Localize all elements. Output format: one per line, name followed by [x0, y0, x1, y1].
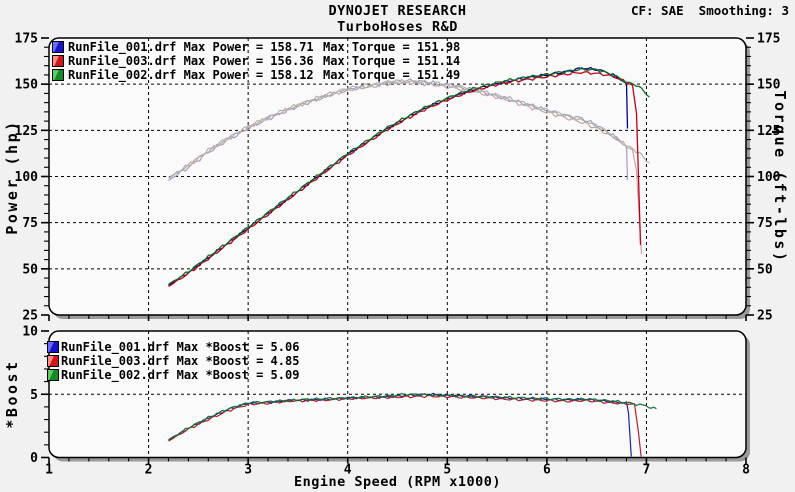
y-axis-tick-label: 150 [15, 78, 39, 93]
x-axis-tick-label: 8 [742, 463, 750, 478]
power-axis-title: Power (hp) [3, 119, 21, 235]
run001-color-swatch [47, 341, 59, 353]
engine-speed-axis-title: Engine Speed (RPM x1000) [293, 474, 502, 490]
legend-boost-text: RunFile_002.drf Max *Boost = 5.09 [61, 368, 300, 382]
y2-axis-tick-label: 100 [757, 170, 781, 185]
y2-axis-tick-label: 75 [757, 216, 773, 231]
boost-axis-title: *Boost [3, 359, 21, 429]
y-axis-tick-label: 75 [22, 216, 38, 231]
y-axis-tick-label: 125 [15, 124, 38, 139]
legend-torque-text: Max Torque = 151.98 [323, 40, 461, 54]
curve-power-4 [168, 71, 642, 287]
run003-color-swatch [47, 355, 59, 367]
run003-color-swatch [52, 55, 64, 67]
x-axis-tick-label: 6 [543, 463, 551, 478]
y-axis-tick-label: 25 [22, 309, 38, 324]
y-axis-tick-label: 10 [22, 325, 38, 340]
run002-color-swatch [52, 69, 64, 81]
run001-color-swatch [52, 41, 64, 53]
y-axis-tick-label: 5 [30, 388, 38, 403]
legend-boost-text: RunFile_001.drf Max *Boost = 5.06 [61, 340, 300, 354]
report-title: DYNOJET RESEARCH [328, 3, 467, 19]
correction-smoothing-label: CF: SAE Smoothing: 3 [630, 3, 789, 18]
x-axis-tick-label: 1 [45, 463, 53, 478]
y2-axis-tick-label: 25 [757, 309, 773, 324]
curve-power-5 [168, 67, 650, 286]
curve-boost-1 [168, 394, 643, 457]
legend-power-text: RunFile_002.drf Max Power = 158.12 [68, 68, 314, 82]
x-axis-tick-label: 2 [145, 463, 153, 478]
y-axis-tick-label: 0 [30, 451, 38, 466]
y-axis-tick-label: 50 [22, 262, 38, 277]
x-axis-tick-label: 4 [344, 463, 352, 478]
legend-boost-text: RunFile_003.drf Max *Boost = 4.85 [61, 354, 300, 368]
curve-torque-1 [168, 79, 643, 255]
legend-torque-text: Max Torque = 151.14 [323, 54, 461, 68]
legend-power-text: RunFile_001.drf Max Power = 158.71 [68, 40, 314, 54]
curves-group [168, 392, 657, 457]
run002-color-swatch [47, 369, 59, 381]
curve-torque-2 [168, 78, 650, 179]
y2-axis-tick-label: 125 [757, 124, 780, 139]
curves-group [168, 66, 650, 287]
y2-axis-tick-label: 150 [757, 78, 781, 93]
y-axis-tick-label: 100 [15, 170, 39, 185]
y-axis-tick-label: 175 [15, 32, 38, 47]
y2-axis-tick-label: 50 [757, 262, 773, 277]
curve-boost-2 [168, 392, 657, 441]
x-axis-tick-label: 3 [244, 463, 252, 478]
torque-axis-title: Torque (ft-lbs) [771, 90, 789, 264]
y2-axis-tick-label: 175 [757, 32, 780, 47]
legend-power-text: RunFile_003.drf Max Power = 156.36 [68, 54, 314, 68]
legend-torque-text: Max Torque = 151.49 [323, 68, 461, 82]
report-subtitle: TurboHoses R&D [337, 19, 458, 35]
x-axis-tick-label: 5 [443, 463, 451, 478]
x-axis-tick-label: 7 [643, 463, 651, 478]
